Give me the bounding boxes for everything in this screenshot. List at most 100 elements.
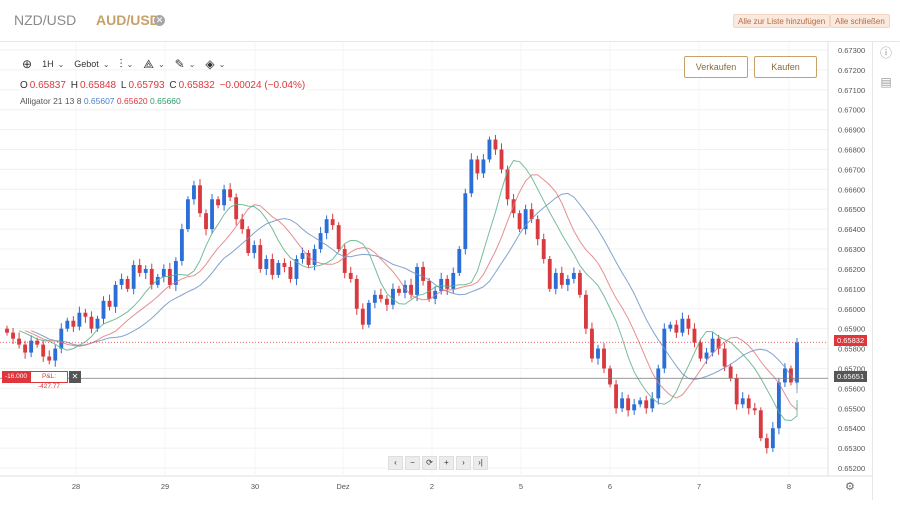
candle-body	[252, 245, 257, 254]
candle-body	[348, 272, 353, 279]
x-tick-label: 2	[430, 482, 434, 491]
candle-body	[674, 324, 679, 333]
candle-body	[167, 268, 172, 285]
candle-body	[71, 320, 76, 327]
scroll-right-button[interactable]: ›	[456, 456, 471, 470]
chart-type-select[interactable]: ⫶ ⌄	[116, 55, 138, 73]
candle-body	[83, 312, 88, 317]
indicators-select[interactable]: ⟁ ⌄	[139, 55, 168, 73]
reset-button[interactable]: ⟳	[422, 456, 437, 470]
scroll-to-end-button[interactable]: ›|	[473, 456, 488, 470]
candle-body	[246, 229, 251, 254]
chevron-down-icon: ⌄	[218, 59, 226, 69]
info-icon[interactable]: ⓘ	[879, 46, 892, 60]
chart-nav-bar: ‹ − ⟳ + › ›|	[388, 456, 488, 470]
candle-body	[602, 348, 606, 369]
candle-body	[330, 219, 335, 226]
scroll-left-button[interactable]: ‹	[388, 456, 403, 470]
change-value: −0.00024 (−0.04%)	[219, 80, 306, 91]
y-tick-label: 0.65900	[838, 325, 865, 334]
zoom-out-button[interactable]: −	[405, 456, 420, 470]
candle-body	[463, 193, 468, 250]
y-tick-label: 0.65700	[838, 364, 865, 373]
y-tick-label: 0.66800	[838, 146, 865, 155]
close-circle-icon[interactable]: ✕	[154, 15, 165, 26]
chart-area[interactable]: 0.67300 0.67200 0.67100 0.67000 0.66900 0.668…	[0, 42, 872, 500]
candle-body	[764, 438, 769, 449]
interval-select[interactable]: 1H ⌄	[38, 55, 68, 73]
candle-body	[638, 400, 643, 405]
tab-nzdusd[interactable]: NZD/USD	[14, 12, 77, 28]
candle-body	[577, 272, 582, 295]
candle-body	[29, 340, 34, 353]
candle-body	[179, 229, 184, 261]
drawing-tools-select[interactable]: ✎ ⌄	[171, 55, 200, 73]
candle-body	[445, 278, 450, 289]
candle-body	[644, 400, 649, 409]
settings-gear-icon[interactable]: ⚙	[845, 481, 855, 493]
price-type-select[interactable]: Gebot ⌄	[70, 55, 113, 73]
sell-button[interactable]: Verkaufen	[684, 56, 748, 78]
y-tick-label: 0.66200	[838, 265, 865, 274]
crosshair-button[interactable]: ⊕	[18, 55, 36, 73]
close-all-button[interactable]: Alle schließen	[830, 14, 890, 28]
candle-body	[559, 272, 564, 285]
low-label: L	[120, 80, 127, 91]
candle-body	[354, 278, 359, 309]
candle-body	[782, 368, 787, 383]
candle-body	[228, 189, 233, 198]
y-tick-label: 0.65200	[838, 464, 865, 473]
y-tick-label: 0.66600	[838, 185, 865, 194]
candle-body	[360, 308, 365, 325]
candle-body	[342, 249, 347, 273]
candle-body	[125, 278, 130, 289]
candle-body	[692, 328, 697, 343]
candlestick-icon: ⫶	[119, 56, 123, 71]
add-all-to-list-button[interactable]: Alle zur Liste hinzufügen	[733, 14, 831, 28]
candle-body	[698, 342, 703, 359]
zoom-in-button[interactable]: +	[439, 456, 454, 470]
y-tick-label: 0.65300	[838, 444, 865, 453]
tab-audusd[interactable]: AUD/USD	[96, 12, 160, 28]
news-icon[interactable]: ▤	[880, 75, 892, 89]
y-tick-label: 0.65400	[838, 424, 865, 433]
x-tick-label: 6	[608, 482, 612, 491]
close-position-button[interactable]: ✕	[69, 371, 81, 383]
candle-body	[258, 245, 263, 269]
candle-body	[680, 318, 685, 333]
y-tick-label: 0.67200	[838, 66, 865, 75]
candle-body	[210, 199, 214, 230]
drawing-pencil-icon: ✎	[174, 57, 185, 71]
current-price-tag: 0.65832	[834, 335, 868, 346]
high-value: 0.65848	[79, 80, 117, 91]
candle-body	[119, 278, 124, 285]
indicator-teeth-value: 0.65620	[116, 96, 148, 106]
layers-select[interactable]: ◈ ⌄	[201, 55, 229, 73]
candle-body	[481, 159, 486, 174]
x-tick-label: 7	[697, 482, 701, 491]
position-pl[interactable]: P&L: -427.77	[30, 371, 68, 390]
candle-body	[288, 266, 293, 279]
candle-body	[499, 149, 504, 170]
candle-body	[47, 356, 52, 361]
price-chart[interactable]: 0.67300 0.67200 0.67100 0.67000 0.66900 0.668…	[0, 42, 872, 500]
candle-body	[270, 259, 275, 275]
candle-body	[704, 352, 709, 359]
candle-body	[282, 262, 287, 267]
layers-icon: ◈	[205, 57, 215, 71]
candle-body	[583, 294, 588, 329]
buy-button[interactable]: Kaufen	[754, 56, 817, 78]
position-quantity[interactable]: -16.000	[2, 371, 30, 383]
y-tick-label: 0.67100	[838, 86, 865, 95]
candle-body	[155, 276, 160, 285]
price-type-value: Gebot	[74, 59, 99, 69]
high-label: H	[70, 80, 78, 91]
chevron-down-icon: ⌄	[57, 59, 65, 69]
interval-value: 1H	[42, 59, 54, 69]
candle-body	[409, 284, 413, 295]
candle-body	[384, 298, 389, 305]
candle-body	[312, 249, 317, 265]
close-value: 0.65832	[178, 80, 215, 91]
y-tick-label: 0.67300	[838, 46, 865, 55]
candle-body	[565, 278, 570, 285]
